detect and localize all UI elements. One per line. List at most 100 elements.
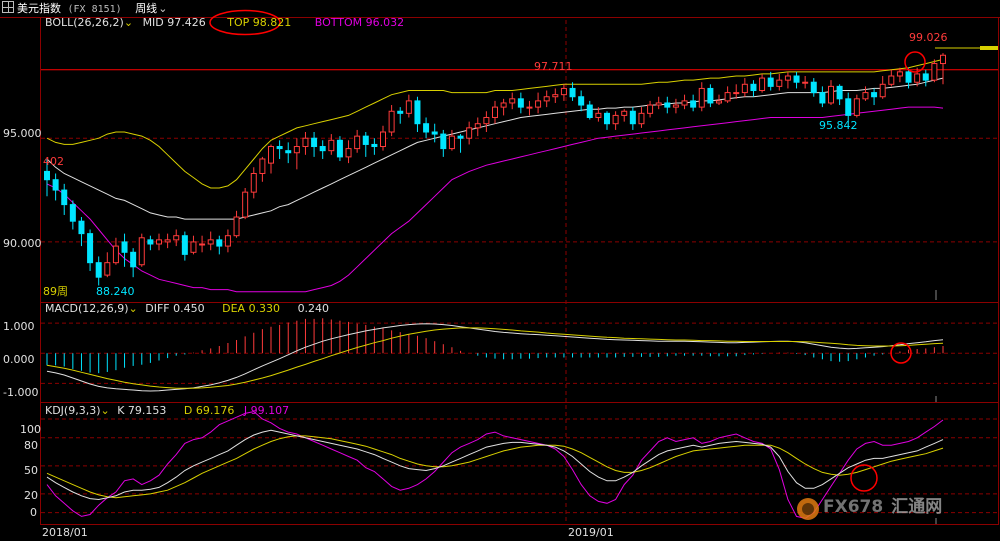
candle-up	[156, 239, 162, 245]
macd-dea-value: DEA 0.330	[222, 302, 281, 315]
high-left-mark: 402	[43, 155, 64, 168]
candle-up	[173, 235, 180, 241]
kdj-legend: KDJ(9,3,3)⌄ K 79.153 D 69.176 J 99.107	[45, 404, 289, 418]
candle-up	[112, 245, 119, 264]
candle-up	[268, 146, 274, 164]
candle-up	[552, 94, 559, 98]
candle-down	[905, 71, 912, 83]
candle-down	[767, 77, 774, 87]
annotation-circles	[209, 9, 926, 492]
last-high-mark: 99.026	[909, 31, 948, 44]
candle-up	[190, 241, 197, 253]
kdj-k-value: K 79.153	[117, 404, 167, 417]
candle-up	[380, 131, 386, 148]
y-tick-95: 95.000	[3, 127, 42, 140]
candle-up	[776, 79, 783, 87]
panel-frames	[40, 17, 999, 525]
candle-up	[681, 100, 688, 106]
candle-down	[690, 100, 697, 108]
candle-up	[638, 112, 645, 125]
peak-mark: 97.711	[534, 60, 573, 73]
grid-icon[interactable]	[2, 1, 14, 13]
candle-down	[147, 239, 154, 245]
candle-down	[629, 110, 636, 125]
boll-bottom-value: BOTTOM 96.032	[314, 16, 405, 29]
macd-indicator-selector[interactable]: MACD(12,26,9)⌄	[45, 302, 138, 315]
watermark-cn-text: 汇通网	[891, 497, 943, 517]
candle-up	[931, 63, 938, 81]
macd-plot	[46, 318, 944, 392]
candle-down	[87, 233, 94, 264]
candle-up	[828, 85, 834, 104]
kdj-j-line	[46, 411, 944, 519]
watermark-logo	[797, 498, 819, 520]
candle-up	[914, 73, 921, 83]
candle-down	[431, 131, 438, 135]
boll-indicator-label: BOLL(26,26,2)	[45, 16, 124, 29]
candle-up	[612, 114, 619, 125]
candle-down	[69, 204, 76, 222]
kdj-k-line	[46, 429, 944, 501]
macd-indicator-label: MACD(12,26,9)	[45, 302, 129, 315]
candle-down	[130, 251, 137, 268]
candle-down	[810, 81, 817, 94]
kdj-cross-circle	[850, 464, 878, 492]
candle-up	[655, 102, 662, 106]
kdj-tick-20: 20	[24, 489, 38, 502]
candle-up	[509, 98, 516, 104]
candle-down	[52, 179, 59, 191]
candle-up	[448, 135, 455, 150]
candle-down	[319, 146, 326, 152]
candle-down	[216, 239, 223, 247]
candle-down	[414, 100, 421, 125]
candle-down	[664, 102, 671, 108]
candle-down	[276, 146, 283, 150]
candle-up	[474, 123, 481, 129]
trough-mark: 95.842	[819, 119, 858, 132]
candle-down	[61, 189, 68, 206]
candle-up	[242, 191, 249, 218]
candle-up	[328, 139, 335, 152]
candle-up	[595, 112, 602, 118]
candle-up	[483, 116, 490, 125]
candle-up	[879, 83, 886, 98]
candle-up	[466, 127, 473, 139]
candle-down	[457, 135, 464, 139]
kdj-indicator-selector[interactable]: KDJ(9,3,3)⌄	[45, 404, 110, 417]
candle-up	[250, 172, 257, 193]
candle-up	[784, 75, 791, 81]
candle-up	[224, 235, 231, 247]
boll-legend: BOLL(26,26,2)⌄ MID 97.426 TOP 98.821 BOT…	[45, 16, 404, 30]
watermark-brand: FX678 汇通网	[823, 497, 943, 517]
kdj-tick-0: 0	[30, 506, 37, 519]
macd-cross-circle	[890, 342, 912, 364]
kdj-tick-80: 80	[24, 439, 38, 452]
period-selector[interactable]: 周线⌄	[135, 2, 167, 15]
candle-up	[199, 243, 206, 246]
candle-down	[845, 98, 852, 116]
chevron-down-icon: ⌄	[100, 404, 110, 417]
kdj-j-value: J 99.107	[243, 404, 290, 417]
candle-down	[78, 220, 85, 235]
candle-down	[836, 85, 843, 100]
candle-down	[440, 133, 447, 150]
candle-up	[526, 106, 533, 109]
boll-mid-value: MID 97.426	[142, 16, 206, 29]
kdj-d-line	[46, 435, 944, 499]
candle-up	[354, 135, 361, 150]
candle-down	[517, 98, 524, 108]
chevron-down-icon: ⌄	[128, 302, 138, 315]
instrument-code: (FX 8151)	[67, 4, 122, 15]
candle-up	[672, 104, 679, 108]
candle-up	[164, 239, 171, 243]
candle-up	[388, 110, 395, 133]
candle-down	[922, 73, 929, 81]
candle-down	[371, 143, 378, 148]
boll-bands	[46, 58, 944, 293]
candle-up	[138, 237, 145, 266]
macd-bar-value: 0.240	[297, 302, 330, 315]
candle-up	[759, 77, 766, 92]
candle-up	[207, 239, 214, 245]
boll-indicator-selector[interactable]: BOLL(26,26,2)⌄	[45, 16, 133, 29]
